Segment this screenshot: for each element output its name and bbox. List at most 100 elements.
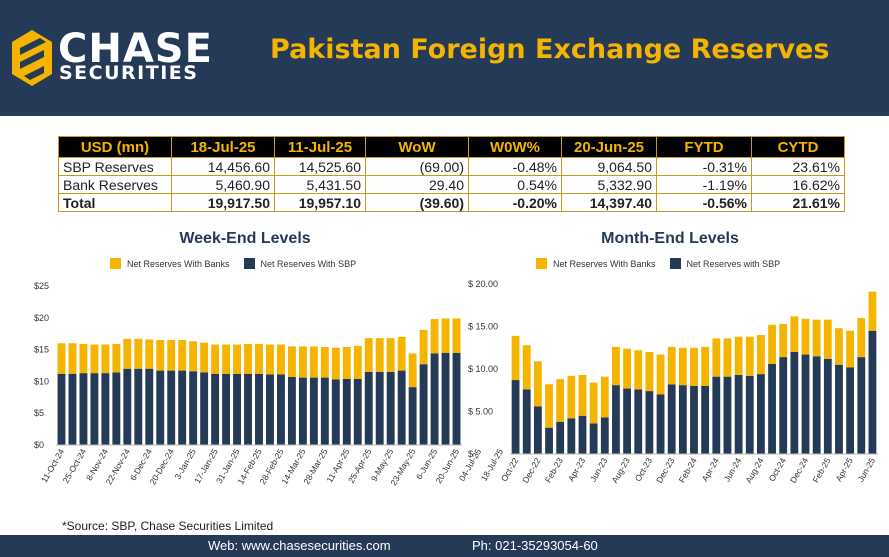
bar-sbp [222,373,231,445]
table-cell: 5,460.90 [171,175,275,194]
bar-banks [634,350,643,390]
bar-banks [353,345,362,379]
legend-label: Net Reserves With SBP [260,258,357,269]
weekly-chart-title: Week-End Levels [179,230,311,247]
bar-banks [211,344,220,374]
bar-banks [255,343,263,374]
y-tick-label: $ - [468,449,479,459]
legend-item: Net Reserves with SBP [669,258,780,269]
bar-banks [233,344,242,374]
header-banner: CHASE SECURITIES Pakistan Foreign Exchan… [0,0,889,116]
bar-banks [556,379,565,422]
summary-table: USD (mn) 18-Jul-25 11-Jul-25 WoW W0W% 20… [58,136,845,212]
bar-sbp [178,370,187,445]
x-tick-label: Jun-23 [588,456,610,484]
table-cell: SBP Reserves [58,157,172,176]
legend-swatch-sbp [669,258,681,269]
bar-banks [835,328,843,365]
bar-banks [567,375,576,419]
y-tick-label: $0 [34,440,44,450]
bar-sbp [578,415,587,454]
bar-sbp [511,380,520,454]
x-tick-label: Feb-25 [810,456,832,485]
bar-banks [823,319,832,359]
bar-banks [331,347,340,380]
bar-banks [309,346,318,378]
footer-bar: Web: www.chasesecurities.com Ph: 021-352… [0,535,889,557]
bar-sbp [734,374,743,454]
x-tick-label: Dec-22 [520,456,542,485]
bar-sbp [846,367,855,454]
hexagon-logo-icon [12,30,52,86]
bar-banks [545,384,553,428]
table-cell: Total [58,193,172,212]
legend-item: Net Reserves With SBP [243,258,357,269]
bar-banks [408,353,417,388]
bar-banks [533,361,542,407]
table-cell: -0.31% [656,157,752,176]
bar-banks [645,352,654,392]
chase-securities-logo: CHASE SECURITIES [12,28,227,90]
x-tick-label: Apr-24 [700,456,722,483]
table-header: USD (mn) [58,136,172,158]
table-cell: 9,064.50 [561,157,657,176]
x-tick-label: Dec-24 [788,456,810,485]
table-cell: 21.61% [751,193,845,212]
bar-sbp [408,387,417,445]
table-header: 18-Jul-25 [171,136,275,158]
x-tick-label: Oct-23 [633,456,655,483]
bar-sbp [145,368,154,445]
bar-sbp [167,370,176,445]
bar-sbp [690,386,698,454]
bar-sbp [678,385,687,454]
bar-sbp [68,373,77,445]
source-note: *Source: SBP, Chase Securities Limited [62,519,274,533]
bar-sbp [331,379,340,445]
x-tick-label: Oct-22 [499,456,521,483]
bar-sbp [823,358,832,454]
bar-sbp [768,363,776,454]
x-tick-label: Apr-23 [566,456,588,483]
bar-banks [667,346,676,385]
bar-sbp [545,427,553,454]
bar-banks [522,345,531,390]
bar-banks [266,344,274,375]
bar-banks [419,329,428,365]
bar-banks [441,318,450,353]
bar-banks [145,339,154,369]
bar-banks [768,324,776,364]
bar-banks [222,344,231,374]
weekly-chart-legend: Net Reserves With Banks Net Reserves Wit… [110,258,370,269]
page-title: Pakistan Foreign Exchange Reserves [270,34,830,65]
bar-sbp [645,391,654,454]
brand-line2: SECURITIES [59,62,199,84]
bar-sbp [112,372,121,445]
y-tick-label: $25 [34,281,49,291]
bar-banks [623,348,631,389]
bar-banks [612,346,620,386]
bar-sbp [801,354,810,454]
bar-sbp [211,373,220,445]
table-cell: 29.40 [365,175,469,194]
bar-sbp [244,373,252,445]
bar-sbp [656,394,665,454]
bar-banks [712,338,721,377]
bar-sbp [701,386,710,454]
bar-sbp [309,377,318,445]
bar-sbp [397,370,406,445]
y-tick-label: $15 [34,345,49,355]
bar-sbp [589,423,598,454]
phone-text: Ph: 021-35293054-60 [472,538,598,553]
legend-swatch-banks [110,258,121,269]
bar-sbp [90,373,99,445]
bar-sbp [156,370,165,445]
table-cell: 14,456.60 [171,157,275,176]
bar-banks [112,343,121,373]
x-tick-label: Feb-23 [543,456,565,485]
bar-banks [298,346,307,378]
table-cell: -1.19% [656,175,752,194]
bar-sbp [255,373,263,445]
bar-banks [90,344,99,374]
bar-banks [757,335,765,375]
bar-banks [589,382,598,424]
